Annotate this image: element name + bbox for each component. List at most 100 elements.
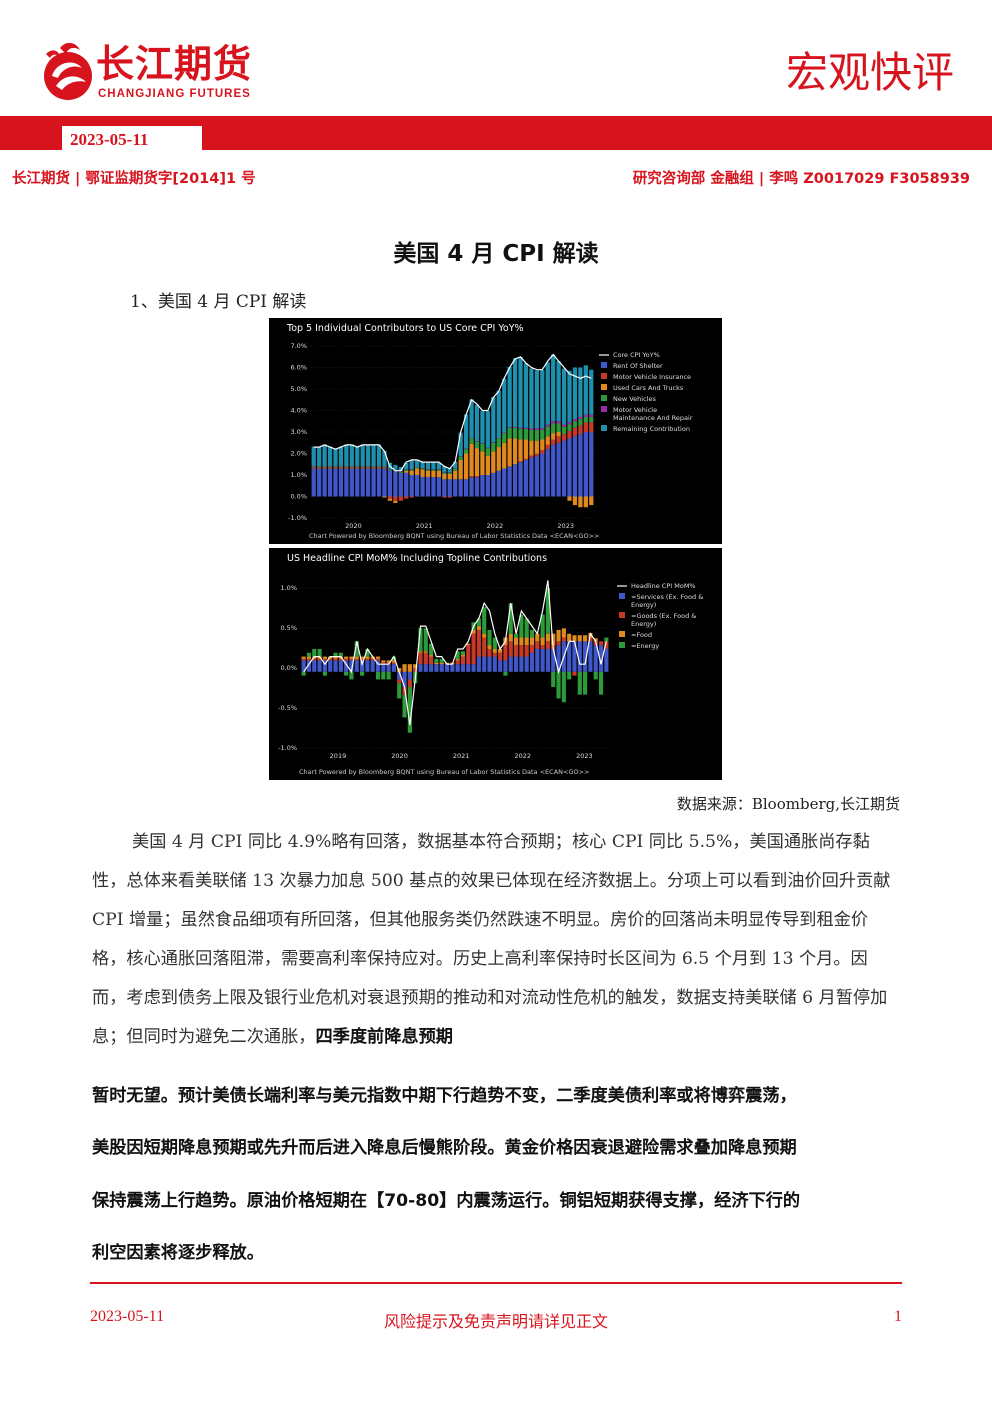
c1-bar-segment — [518, 427, 523, 429]
c1-bar-segment — [583, 414, 588, 417]
c2-bar-segment — [407, 687, 412, 733]
c2-bar-segment — [519, 656, 524, 672]
c1-bar-segment — [376, 467, 382, 469]
c1-bar-segment — [338, 467, 344, 469]
c1-bar-segment — [442, 473, 447, 480]
c1-bar-segment — [338, 466, 344, 468]
c2-bar-segment — [604, 648, 609, 672]
c2-bar-segment — [322, 658, 327, 661]
c2-bar-segment — [317, 648, 322, 657]
c1-legend-swatch — [601, 425, 607, 431]
c2-bar-segment — [338, 660, 343, 672]
c2-bar-segment — [450, 664, 455, 672]
c1-bar-segment — [540, 453, 545, 497]
c1-bar-segment — [409, 475, 414, 497]
c2-y-tick-label: 0.0% — [280, 664, 297, 672]
c2-bar-segment — [588, 641, 593, 672]
c2-legend-label: =Services (Ex. Food & Energy) — [631, 593, 703, 609]
c2-bar-segment — [423, 628, 428, 652]
bold-text-3: 美股因短期降息预期或先升而后进入降息后慢熊阶段。黄金价格因衰退避险需求叠加降息预… — [92, 1138, 797, 1158]
c2-bar-segment — [498, 660, 503, 672]
c1-legend-label: Core CPI YoY% — [613, 351, 660, 359]
c1-bar-segment — [578, 416, 583, 420]
c2-bar-segment — [535, 648, 540, 672]
c1-bar-segment — [322, 468, 327, 497]
c1-bar-segment — [425, 469, 431, 471]
c1-bar-segment — [551, 433, 556, 440]
c1-y-tick-label: 1.0% — [290, 471, 307, 479]
c1-bar-segment — [502, 378, 507, 433]
c1-bar-segment — [371, 466, 376, 468]
c1-bar-segment — [507, 366, 512, 428]
c2-bar-segment — [482, 637, 487, 657]
c1-bar-segment — [387, 496, 393, 499]
c2-bar-segment — [508, 641, 513, 657]
c2-bar-segment — [444, 664, 450, 672]
c1-bar-segment — [447, 473, 452, 480]
c2-bar-segment — [487, 629, 492, 646]
c1-bar-segment — [551, 423, 556, 434]
c2-bar-segment — [354, 656, 359, 659]
c1-bar-segment — [523, 427, 529, 429]
c2-bar-segment — [476, 656, 481, 672]
c1-bar-segment — [551, 421, 556, 424]
c2-bar-segment — [545, 588, 551, 634]
c2-bar-segment — [423, 651, 428, 653]
c2-bar-segment — [604, 641, 609, 649]
c1-bar-segment — [578, 425, 583, 435]
c2-bar-segment — [460, 656, 466, 665]
c1-bar-segment — [317, 468, 322, 497]
c2-bar-segment — [338, 656, 343, 659]
c1-bar-segment — [491, 442, 496, 452]
c1-bar-segment — [534, 453, 539, 456]
changjiang-logo-icon — [44, 42, 92, 100]
c2-legend-swatch — [619, 593, 625, 599]
c1-bar-segment — [572, 419, 578, 422]
c1-bar-segment — [523, 439, 529, 459]
c1-bar-segment — [327, 466, 333, 468]
c1-bar-segment — [447, 468, 452, 473]
c2-bar-segment — [455, 658, 460, 661]
c1-bar-segment — [344, 468, 349, 497]
c2-bar-segment — [317, 660, 322, 672]
c2-bar-segment — [535, 641, 540, 649]
c1-bar-segment — [404, 469, 409, 471]
headline-cpi-mom-chart: US Headline CPI MoM% Including Topline C… — [269, 548, 722, 780]
c2-bar-segment — [476, 618, 481, 627]
c2-bar-segment — [561, 628, 566, 638]
c1-bar-segment — [360, 468, 365, 497]
c1-bar-segment — [420, 468, 425, 470]
c1-bar-segment — [567, 438, 572, 497]
c2-bar-segment — [328, 658, 333, 661]
c1-bar-segment — [311, 468, 316, 497]
brand-name: 长江期货 — [96, 42, 253, 86]
c1-bar-segment — [371, 467, 376, 469]
c1-bar-segment — [436, 477, 442, 497]
c2-bar-segment — [471, 633, 476, 665]
c1-bar-segment — [561, 424, 567, 427]
c2-bar-segment — [359, 656, 365, 659]
c1-bar-segment — [561, 434, 567, 441]
c2-bar-segment — [529, 652, 535, 672]
c1-bar-segment — [463, 449, 469, 454]
c1-bar-segment — [567, 370, 572, 423]
c2-bar-segment — [487, 656, 492, 672]
c1-bar-segment — [480, 411, 485, 444]
c2-bar-segment — [598, 671, 604, 695]
c2-bar-segment — [598, 645, 604, 672]
c1-bar-segment — [360, 466, 365, 468]
c1-bar-segment — [523, 459, 529, 497]
c1-bar-segment — [431, 462, 436, 470]
c2-bar-segment — [386, 660, 391, 663]
c2-bar-segment — [354, 658, 359, 661]
c1-bar-segment — [474, 476, 480, 478]
c2-bar-segment — [402, 664, 407, 672]
c1-legend-swatch — [601, 362, 607, 368]
c1-bar-segment — [463, 453, 469, 480]
c2-bar-segment — [301, 658, 306, 661]
c1-bar-segment — [589, 496, 594, 506]
c2-legend-label-line: =Goods (Ex. Food & — [631, 612, 696, 620]
c2-bar-segment — [588, 637, 593, 642]
c1-bar-segment — [534, 370, 539, 429]
c2-bar-segment — [413, 668, 418, 672]
